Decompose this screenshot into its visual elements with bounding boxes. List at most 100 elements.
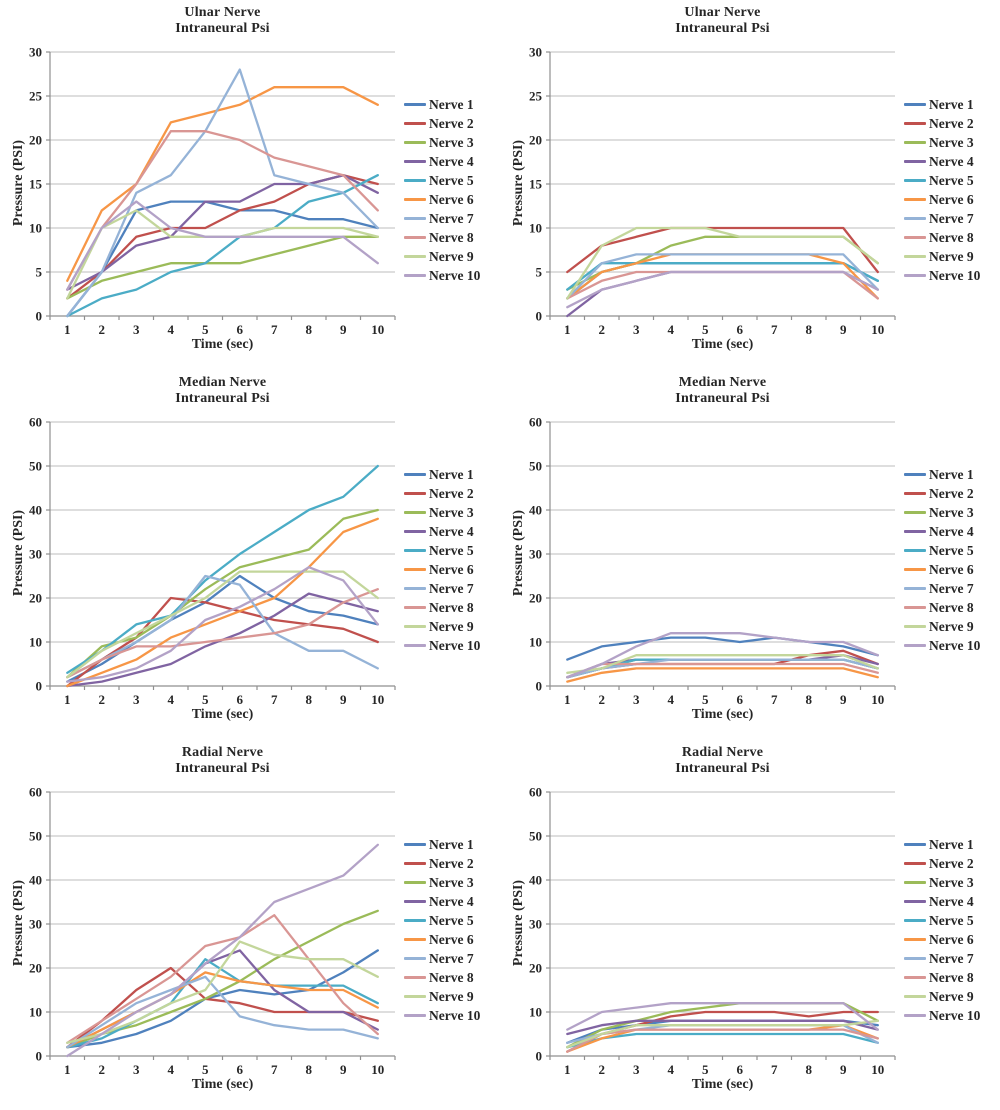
x-tick-label: 2 xyxy=(99,322,106,337)
x-axis-label: Time (sec) xyxy=(191,337,254,352)
chart-title: Median Nerve Intraneural Psi xyxy=(50,375,395,407)
legend-swatch xyxy=(404,1014,426,1017)
legend-item: Nerve 4 xyxy=(904,892,980,911)
chart-ulnar-left: Ulnar Nerve Intraneural Psi Pressure (PS… xyxy=(0,0,500,370)
y-tick-label: 20 xyxy=(29,133,42,148)
legend-item: Nerve 5 xyxy=(404,171,480,190)
x-tick-label: 2 xyxy=(99,1062,106,1077)
legend-item: Nerve 8 xyxy=(904,968,980,987)
y-tick-label: 20 xyxy=(529,591,542,606)
x-tick-label: 10 xyxy=(371,1062,384,1077)
x-tick-label: 7 xyxy=(271,1062,278,1077)
x-tick-label: 8 xyxy=(306,322,313,337)
legend: Nerve 1 Nerve 2 Nerve 3 Nerve 4 Nerve 5 Nerve… xyxy=(904,95,980,285)
legend-item: Nerve 1 xyxy=(404,465,480,484)
legend-swatch xyxy=(404,198,426,201)
legend-label: Nerve 1 xyxy=(429,96,474,112)
y-tick-label: 30 xyxy=(29,45,42,60)
y-tick-label: 5 xyxy=(536,265,543,280)
y-tick-label: 10 xyxy=(529,635,542,650)
x-tick-label: 6 xyxy=(737,1062,744,1077)
legend-swatch xyxy=(404,957,426,960)
legend-item: Nerve 7 xyxy=(404,949,480,968)
y-tick-label: 30 xyxy=(529,45,542,60)
legend-item: Nerve 3 xyxy=(404,503,480,522)
series-line-nerve-8 xyxy=(66,588,379,679)
legend-item: Nerve 8 xyxy=(404,968,480,987)
legend-item: Nerve 1 xyxy=(904,465,980,484)
x-tick-label: 1 xyxy=(64,1062,71,1077)
x-tick-label: 4 xyxy=(668,1062,675,1077)
legend-swatch xyxy=(404,274,426,277)
x-tick-label: 2 xyxy=(599,322,606,337)
legend-label: Nerve 6 xyxy=(429,561,474,577)
legend-swatch xyxy=(404,625,426,628)
legend-label: Nerve 4 xyxy=(429,153,474,169)
y-tick-label: 60 xyxy=(29,415,42,430)
legend-label: Nerve 1 xyxy=(929,96,974,112)
series-line-nerve-7 xyxy=(66,975,379,1049)
series-line-nerve-8 xyxy=(66,914,379,1044)
y-tick-label: 15 xyxy=(529,177,543,192)
legend-swatch xyxy=(404,103,426,106)
x-tick-label: 9 xyxy=(340,692,347,707)
series-line-nerve-1 xyxy=(66,574,379,683)
series-line-nerve-9 xyxy=(66,209,379,300)
series-line-nerve-7 xyxy=(66,68,379,318)
chart-median-left: Median Nerve Intraneural Psi Pressure (P… xyxy=(0,370,500,740)
legend-label: Nerve 9 xyxy=(429,248,474,264)
y-tick-label: 0 xyxy=(536,309,543,324)
x-tick-label: 4 xyxy=(668,692,675,707)
x-tick-label: 5 xyxy=(702,692,709,707)
legend-item: Nerve 7 xyxy=(904,949,980,968)
legend-swatch xyxy=(404,976,426,979)
x-tick-label: 9 xyxy=(840,692,847,707)
x-axis-label: Time (sec) xyxy=(191,1077,254,1092)
series-line-nerve-7 xyxy=(566,253,879,300)
legend-swatch xyxy=(404,511,426,514)
y-tick-label: 40 xyxy=(29,873,42,888)
series-line-nerve-1 xyxy=(566,636,879,661)
chart-title-line2: Intraneural Psi xyxy=(675,761,770,776)
legend-item: Nerve 7 xyxy=(404,579,480,598)
legend-swatch xyxy=(904,587,926,590)
legend-swatch xyxy=(404,568,426,571)
y-tick-label: 0 xyxy=(36,679,43,694)
legend-label: Nerve 6 xyxy=(929,931,974,947)
series-line-nerve-5 xyxy=(566,262,879,291)
legend-swatch xyxy=(904,976,926,979)
legend-swatch xyxy=(904,881,926,884)
legend-item: Nerve 9 xyxy=(404,247,480,266)
y-tick-label: 60 xyxy=(529,415,542,430)
legend-item: Nerve 3 xyxy=(904,133,980,152)
legend-label: Nerve 5 xyxy=(929,172,974,188)
legend-swatch xyxy=(404,549,426,552)
legend-item: Nerve 5 xyxy=(404,911,480,930)
x-tick-label: 4 xyxy=(168,692,175,707)
legend-swatch xyxy=(404,843,426,846)
legend-swatch xyxy=(404,995,426,998)
legend-item: Nerve 2 xyxy=(904,854,980,873)
plot-area: 0 5 10 15 20 25 30 1 2 3 4 5 6 7 8 9 10 xyxy=(529,45,896,337)
y-tick-label: 60 xyxy=(29,785,42,800)
legend-swatch xyxy=(404,236,426,239)
x-tick-label: 5 xyxy=(202,322,209,337)
y-tick-label: 30 xyxy=(29,917,42,932)
x-axis-label: Time (sec) xyxy=(691,1077,754,1092)
legend-label: Nerve 5 xyxy=(929,542,974,558)
y-tick-label: 20 xyxy=(29,961,42,976)
legend-swatch xyxy=(404,473,426,476)
legend-label: Nerve 2 xyxy=(929,855,974,871)
x-tick-label: 8 xyxy=(306,1062,313,1077)
legend-item: Nerve 2 xyxy=(904,484,980,503)
y-tick-label: 40 xyxy=(29,503,42,518)
legend-label: Nerve 1 xyxy=(929,466,974,482)
x-tick-label: 4 xyxy=(668,322,675,337)
legend-item: Nerve 1 xyxy=(904,835,980,854)
series-line-nerve-9 xyxy=(566,226,879,300)
series-line-nerve-6 xyxy=(66,971,379,1049)
legend-label: Nerve 6 xyxy=(429,931,474,947)
legend-item: Nerve 8 xyxy=(904,598,980,617)
x-tick-label: 3 xyxy=(133,322,140,337)
legend-swatch xyxy=(404,862,426,865)
